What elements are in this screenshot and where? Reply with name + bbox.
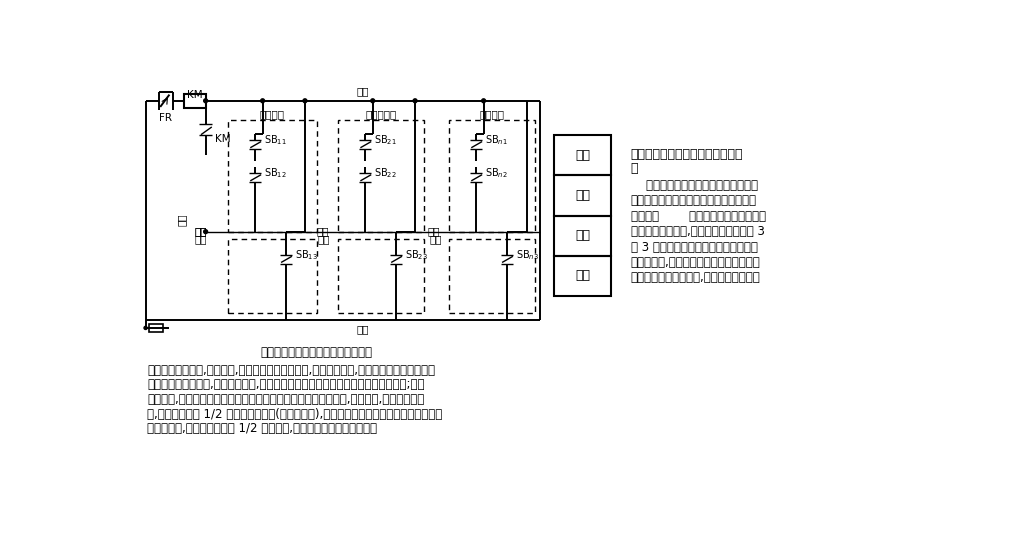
Bar bbox=[150, 324, 163, 332]
Text: 蓝色: 蓝色 bbox=[428, 226, 440, 237]
Text: 黄色: 黄色 bbox=[356, 325, 369, 334]
Text: 自锁: 自锁 bbox=[575, 149, 590, 162]
Text: 蓝色: 蓝色 bbox=[177, 214, 187, 226]
Text: 路进行测试,连续将不通段的 1/2 依次测试,很快就可将故障点查出来。: 路进行测试,连续将不通段的 1/2 依次测试,很快就可将故障点查出来。 bbox=[147, 422, 377, 435]
Text: 多只按钮启停一台电动机的控制电: 多只按钮启停一台电动机的控制电 bbox=[631, 148, 743, 161]
Text: 点动: 点动 bbox=[575, 229, 590, 242]
Circle shape bbox=[204, 99, 208, 102]
Text: 单、用线少,因此运行可靠、故障少。另外: 单、用线少,因此运行可靠、故障少。另外 bbox=[631, 256, 760, 269]
Text: SB$_{12}$: SB$_{12}$ bbox=[264, 166, 287, 180]
Circle shape bbox=[481, 99, 486, 102]
Text: 不用线号、按线色区分,给维修带来方便。: 不用线号、按线色区分,给维修带来方便。 bbox=[631, 272, 760, 284]
Text: 蓝色: 蓝色 bbox=[318, 234, 331, 245]
Text: 根 3 种颜色的导线即可。该控制电路简: 根 3 种颜色的导线即可。该控制电路简 bbox=[631, 241, 757, 253]
Circle shape bbox=[204, 230, 208, 234]
Circle shape bbox=[303, 99, 307, 102]
Text: SB$_{n1}$: SB$_{n1}$ bbox=[486, 133, 508, 147]
Text: 较多。图        所示为多只按钮启停一台: 较多。图 所示为多只按钮启停一台 bbox=[631, 210, 765, 223]
Text: 蓝色: 蓝色 bbox=[430, 234, 442, 245]
Text: 只要引线连接可靠,接通电源,逐个按启动、点动按钮,哪个没有动作,故障就在哪个按钮内部。: 只要引线连接可靠,接通电源,逐个按启动、点动按钮,哪个没有动作,故障就在哪个按钮… bbox=[147, 364, 435, 377]
Text: 点动、停止的控制电路在纺织机床上应用: 点动、停止的控制电路在纺织机床上应用 bbox=[631, 195, 756, 207]
Text: 如按下某一启动按钮,只有点动动作,这个按钮站至首按钮站间的蓝色线中有断路故障;如果: 如按下某一启动按钮,只有点动动作,这个按钮站至首按钮站间的蓝色线中有断路故障;如… bbox=[147, 379, 425, 391]
Text: FR: FR bbox=[159, 113, 173, 123]
Bar bbox=[554, 215, 612, 256]
Text: SB$_{13}$: SB$_{13}$ bbox=[295, 248, 318, 262]
Text: 红色: 红色 bbox=[356, 87, 369, 96]
Bar bbox=[228, 120, 316, 231]
Bar bbox=[338, 239, 425, 312]
Text: KM: KM bbox=[187, 90, 202, 100]
Text: 第２按钮站: 第２按钮站 bbox=[366, 109, 397, 119]
Text: 蓝色: 蓝色 bbox=[195, 226, 208, 237]
Text: SB$_{23}$: SB$_{23}$ bbox=[405, 248, 428, 262]
Text: SB$_{22}$: SB$_{22}$ bbox=[374, 166, 397, 180]
Bar bbox=[338, 120, 425, 231]
Circle shape bbox=[413, 99, 417, 102]
Text: SB$_{n3}$: SB$_{n3}$ bbox=[515, 248, 539, 262]
Text: 蓝色: 蓝色 bbox=[195, 234, 208, 245]
Circle shape bbox=[371, 99, 375, 102]
Text: 多只按钮控制一台电动机单向启动、: 多只按钮控制一台电动机单向启动、 bbox=[631, 179, 757, 192]
Text: 蓝色: 蓝色 bbox=[195, 226, 208, 237]
Bar bbox=[554, 256, 612, 295]
Text: 多只按钮启停一台电动机的控制电路: 多只按钮启停一台电动机的控制电路 bbox=[260, 346, 373, 359]
Text: SB$_{11}$: SB$_{11}$ bbox=[264, 133, 287, 147]
Text: 启动: 启动 bbox=[575, 189, 590, 202]
Text: 挡,选按钮站总数 1/2 处确定－测试点(即用二分法),分别对首、尾按钮站中的蓝色线控制回: 挡,选按钮站总数 1/2 处确定－测试点(即用二分法),分别对首、尾按钮站中的蓝… bbox=[147, 408, 442, 420]
Text: SB$_{21}$: SB$_{21}$ bbox=[374, 133, 398, 147]
Text: 蓝色: 蓝色 bbox=[316, 226, 328, 237]
Text: 首按钮站: 首按钮站 bbox=[259, 109, 284, 119]
Text: 路: 路 bbox=[631, 162, 638, 175]
Bar bbox=[554, 175, 612, 215]
Bar bbox=[449, 239, 535, 312]
Text: 停止: 停止 bbox=[575, 269, 590, 282]
Circle shape bbox=[144, 326, 147, 329]
Bar bbox=[449, 120, 535, 231]
Bar bbox=[228, 239, 316, 312]
Bar bbox=[554, 136, 612, 175]
Bar bbox=[184, 94, 206, 107]
Text: SB$_{n2}$: SB$_{n2}$ bbox=[486, 166, 508, 180]
Text: 电动机的控制电路,该按钮站与站间仅用 3: 电动机的控制电路,该按钮站与站间仅用 3 bbox=[631, 225, 764, 238]
Text: 尾按钮站: 尾按钮站 bbox=[479, 109, 504, 119]
Text: 均无动作,故障在首、尾按钮站的蓝色线回路中。故障范围确定后,关闭电源,用万用表欧姆: 均无动作,故障在首、尾按钮站的蓝色线回路中。故障范围确定后,关闭电源,用万用表欧… bbox=[147, 393, 425, 406]
Circle shape bbox=[260, 99, 264, 102]
Text: KM: KM bbox=[215, 134, 230, 144]
